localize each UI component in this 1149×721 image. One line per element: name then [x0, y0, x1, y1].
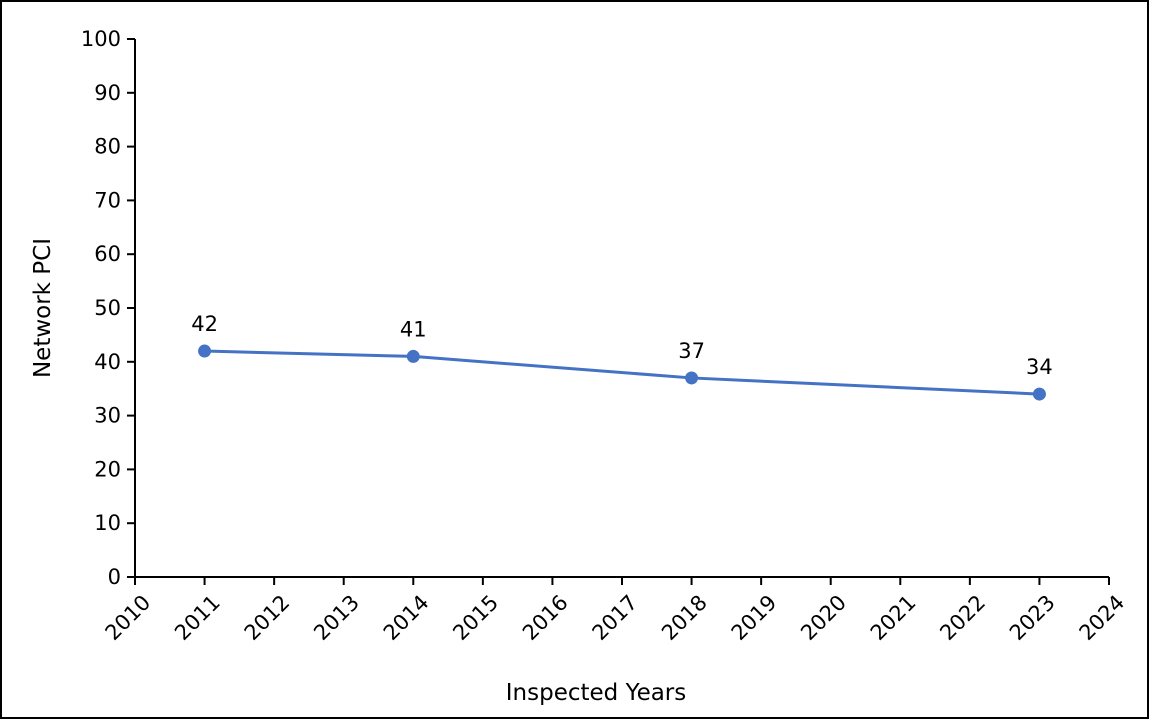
data-point: [406, 349, 420, 363]
data-point: [685, 371, 699, 385]
data-point: [1032, 387, 1046, 401]
x-tick-label: 2011: [170, 590, 225, 645]
y-axis-title: Network PCI: [30, 238, 56, 378]
y-tick-label: 20: [94, 457, 121, 481]
x-tick-label: 2017: [588, 590, 643, 645]
x-tick-label: 2019: [727, 590, 782, 645]
x-tick-label: 2022: [935, 590, 990, 645]
x-tick-label: 2012: [240, 590, 295, 645]
x-tick-label: 2021: [866, 590, 921, 645]
x-tick-label: 2018: [657, 590, 712, 645]
data-point: [198, 344, 212, 358]
series-network-pci: 42 41 37 34: [191, 312, 1053, 401]
x-tick-label: 2014: [379, 590, 434, 645]
x-tick-label: 2020: [796, 590, 851, 645]
x-axis-title: Inspected Years: [506, 680, 687, 706]
y-axis: 0 10 20 30 40 50 60 70 80 90 100: [81, 27, 136, 589]
x-axis: 2010 2011 2012 2013 2014 2015 2016 2017 2018 2019…: [101, 576, 1130, 645]
x-tick-label: 2023: [1005, 590, 1060, 645]
data-label: 42: [191, 312, 218, 336]
y-tick-label: 100: [81, 27, 121, 51]
x-tick-label: 2013: [309, 590, 364, 645]
y-tick-label: 40: [94, 350, 121, 374]
y-tick-label: 80: [94, 135, 121, 159]
y-tick-label: 30: [94, 404, 121, 428]
series-line: [204, 349, 1040, 396]
x-tick-label: 2016: [518, 590, 573, 645]
x-tick-label: 2015: [448, 590, 503, 645]
y-tick-label: 10: [94, 511, 121, 535]
y-tick-label: 70: [94, 188, 121, 212]
y-tick-label: 90: [94, 81, 121, 105]
x-tick-label: 2010: [101, 590, 156, 645]
y-tick-label: 60: [94, 242, 121, 266]
y-tick-label: 0: [108, 565, 121, 589]
data-label: 34: [1026, 355, 1053, 379]
y-tick-label: 50: [94, 296, 121, 320]
x-tick-label: 2024: [1075, 590, 1130, 645]
data-label: 41: [400, 317, 427, 341]
data-label: 37: [678, 339, 705, 363]
